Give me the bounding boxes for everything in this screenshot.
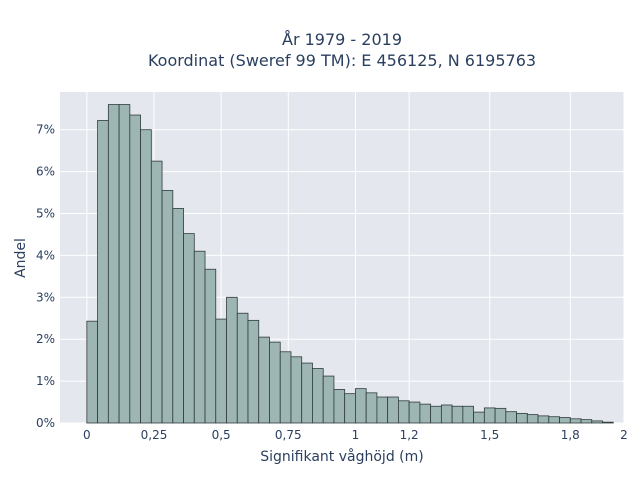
- histogram-bar: [150, 160, 163, 424]
- histogram-bar: [559, 417, 571, 424]
- y-tick-label: 0%: [36, 416, 55, 430]
- histogram-bar: [204, 268, 217, 424]
- histogram-bar: [602, 421, 614, 424]
- histogram-bar: [172, 208, 184, 424]
- y-axis-title: Andel: [13, 238, 29, 278]
- histogram-bar: [569, 418, 582, 424]
- histogram-bar: [236, 312, 249, 424]
- x-tick-label: 1,5: [480, 428, 499, 442]
- y-tick-label: 4%: [36, 248, 55, 262]
- histogram-bar: [451, 405, 464, 424]
- histogram-bar: [397, 400, 410, 424]
- histogram-bar: [419, 403, 432, 424]
- histogram-bar: [344, 393, 356, 424]
- histogram-bar: [140, 129, 152, 424]
- histogram-bar: [365, 392, 378, 424]
- histogram-bar: [580, 419, 593, 424]
- histogram-bar: [301, 362, 313, 424]
- histogram-bars: [86, 104, 614, 424]
- x-tick-label: 0: [83, 428, 91, 442]
- histogram-bar: [107, 104, 120, 424]
- histogram-bar: [473, 411, 485, 424]
- histogram-bar: [526, 414, 539, 424]
- histogram-bar: [183, 233, 195, 424]
- x-tick-labels: 0 0,25 0,5 0,75 1 1,2 1,5 1,8 2: [83, 428, 628, 442]
- y-tick-label: 5%: [36, 207, 55, 221]
- histogram-bar: [118, 104, 131, 424]
- histogram-bar: [226, 296, 238, 424]
- histogram-bar: [161, 190, 174, 424]
- histogram-bar: [322, 375, 335, 424]
- histogram-bar: [376, 396, 389, 424]
- y-tick-label: 6%: [36, 165, 55, 179]
- histogram-bar: [129, 114, 141, 424]
- x-tick-label: 2: [620, 428, 628, 442]
- histogram-bar: [494, 407, 507, 424]
- histogram-bar: [483, 407, 496, 424]
- x-tick-label: 1,2: [400, 428, 419, 442]
- y-tick-label: 2%: [36, 332, 55, 346]
- x-tick-label: 0,75: [275, 428, 302, 442]
- histogram-bar: [333, 389, 346, 424]
- histogram-bar: [97, 120, 109, 424]
- histogram-bar: [215, 318, 227, 424]
- histogram-bar: [387, 396, 399, 424]
- x-tick-label: 1: [352, 428, 360, 442]
- histogram-bar: [462, 405, 475, 424]
- x-tick-label: 0,25: [141, 428, 168, 442]
- y-tick-label: 3%: [36, 290, 55, 304]
- histogram-bar: [269, 341, 281, 424]
- histogram-bar: [247, 319, 260, 424]
- histogram-bar: [430, 405, 442, 424]
- histogram-bar: [193, 250, 206, 424]
- histogram-bar: [290, 356, 303, 424]
- histogram-bar: [591, 420, 603, 424]
- histogram-bar: [258, 336, 270, 424]
- y-tick-label: 1%: [36, 374, 55, 388]
- x-tick-label: 0,5: [212, 428, 231, 442]
- histogram-bar: [440, 404, 453, 424]
- x-tick-label: 1,8: [561, 428, 580, 442]
- histogram-bar: [279, 351, 292, 424]
- chart-title-line-2: Koordinat (Sweref 99 TM): E 456125, N 61…: [148, 51, 536, 70]
- histogram-bar: [312, 368, 324, 424]
- histogram-bar: [505, 411, 517, 424]
- histogram-bar: [516, 412, 528, 424]
- y-tick-labels: 0% 1% 2% 3% 4% 5% 6% 7%: [36, 123, 55, 430]
- y-tick-label: 7%: [36, 123, 55, 137]
- histogram-bar: [355, 388, 367, 424]
- histogram-bar: [548, 416, 560, 424]
- histogram-bar: [86, 320, 98, 424]
- chart-title-line-1: År 1979 - 2019: [282, 30, 402, 49]
- x-axis-title: Signifikant våghöjd (m): [260, 448, 423, 465]
- histogram-bar: [408, 401, 421, 424]
- histogram-bar: [537, 415, 550, 424]
